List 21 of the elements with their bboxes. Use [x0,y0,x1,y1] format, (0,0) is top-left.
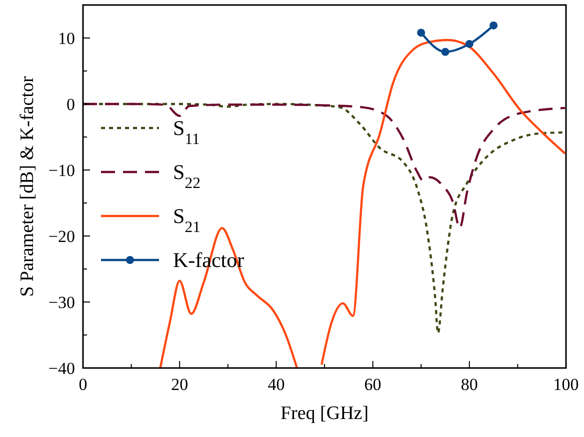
point [490,21,498,30]
y-tick-label: −30 [48,292,75,312]
y-axis-title: S Parameter [dB] & K-factor [17,76,38,297]
legend-label: S$_{21}$ [173,204,200,236]
point [441,48,450,56]
x-axis-title: Freq [GHz] [280,403,369,424]
x-tick-label: 80 [460,375,478,394]
point [417,28,426,37]
y-tick-label: −20 [48,226,75,246]
x-tick-label: 60 [364,375,382,394]
x-tick-label: 20 [171,375,188,394]
y-tick-label: −40 [48,358,75,378]
x-tick-label: 40 [268,375,285,394]
y-tick-label: −10 [48,160,75,180]
legend-label: S$_{11}$ [173,116,200,148]
legend-label: S$_{22}$ [173,160,200,192]
x-tick-label: 100 [553,375,579,394]
y-tick-label: 10 [58,28,75,48]
y-tick-label: 0 [66,94,75,114]
point [465,40,474,48]
x-tick-label: 0 [78,375,88,394]
